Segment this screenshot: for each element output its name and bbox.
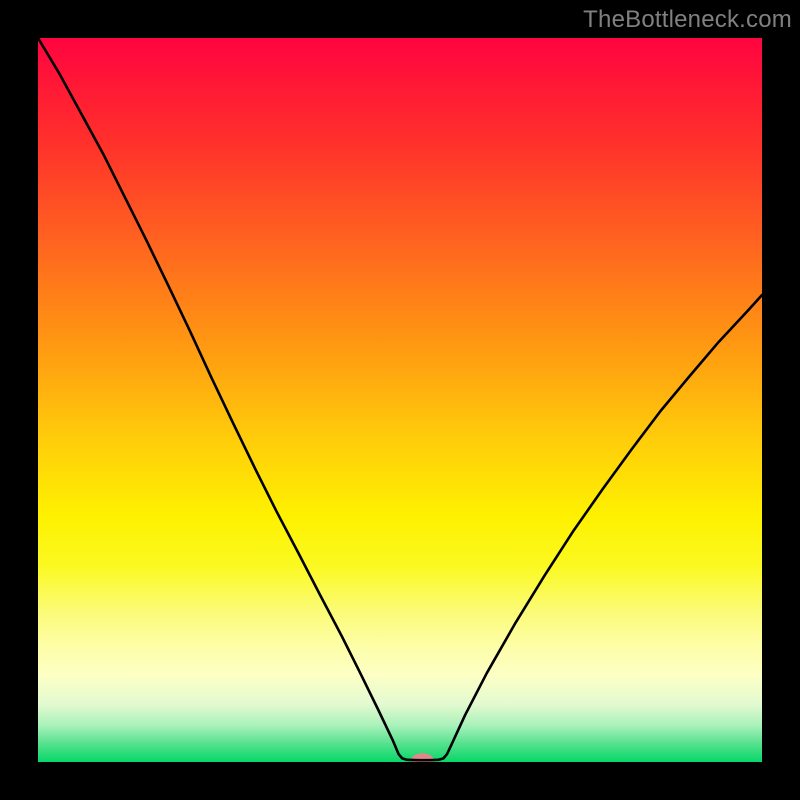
bottleneck-chart (0, 0, 800, 800)
watermark-text: TheBottleneck.com (583, 6, 792, 34)
gradient-background (38, 38, 762, 762)
